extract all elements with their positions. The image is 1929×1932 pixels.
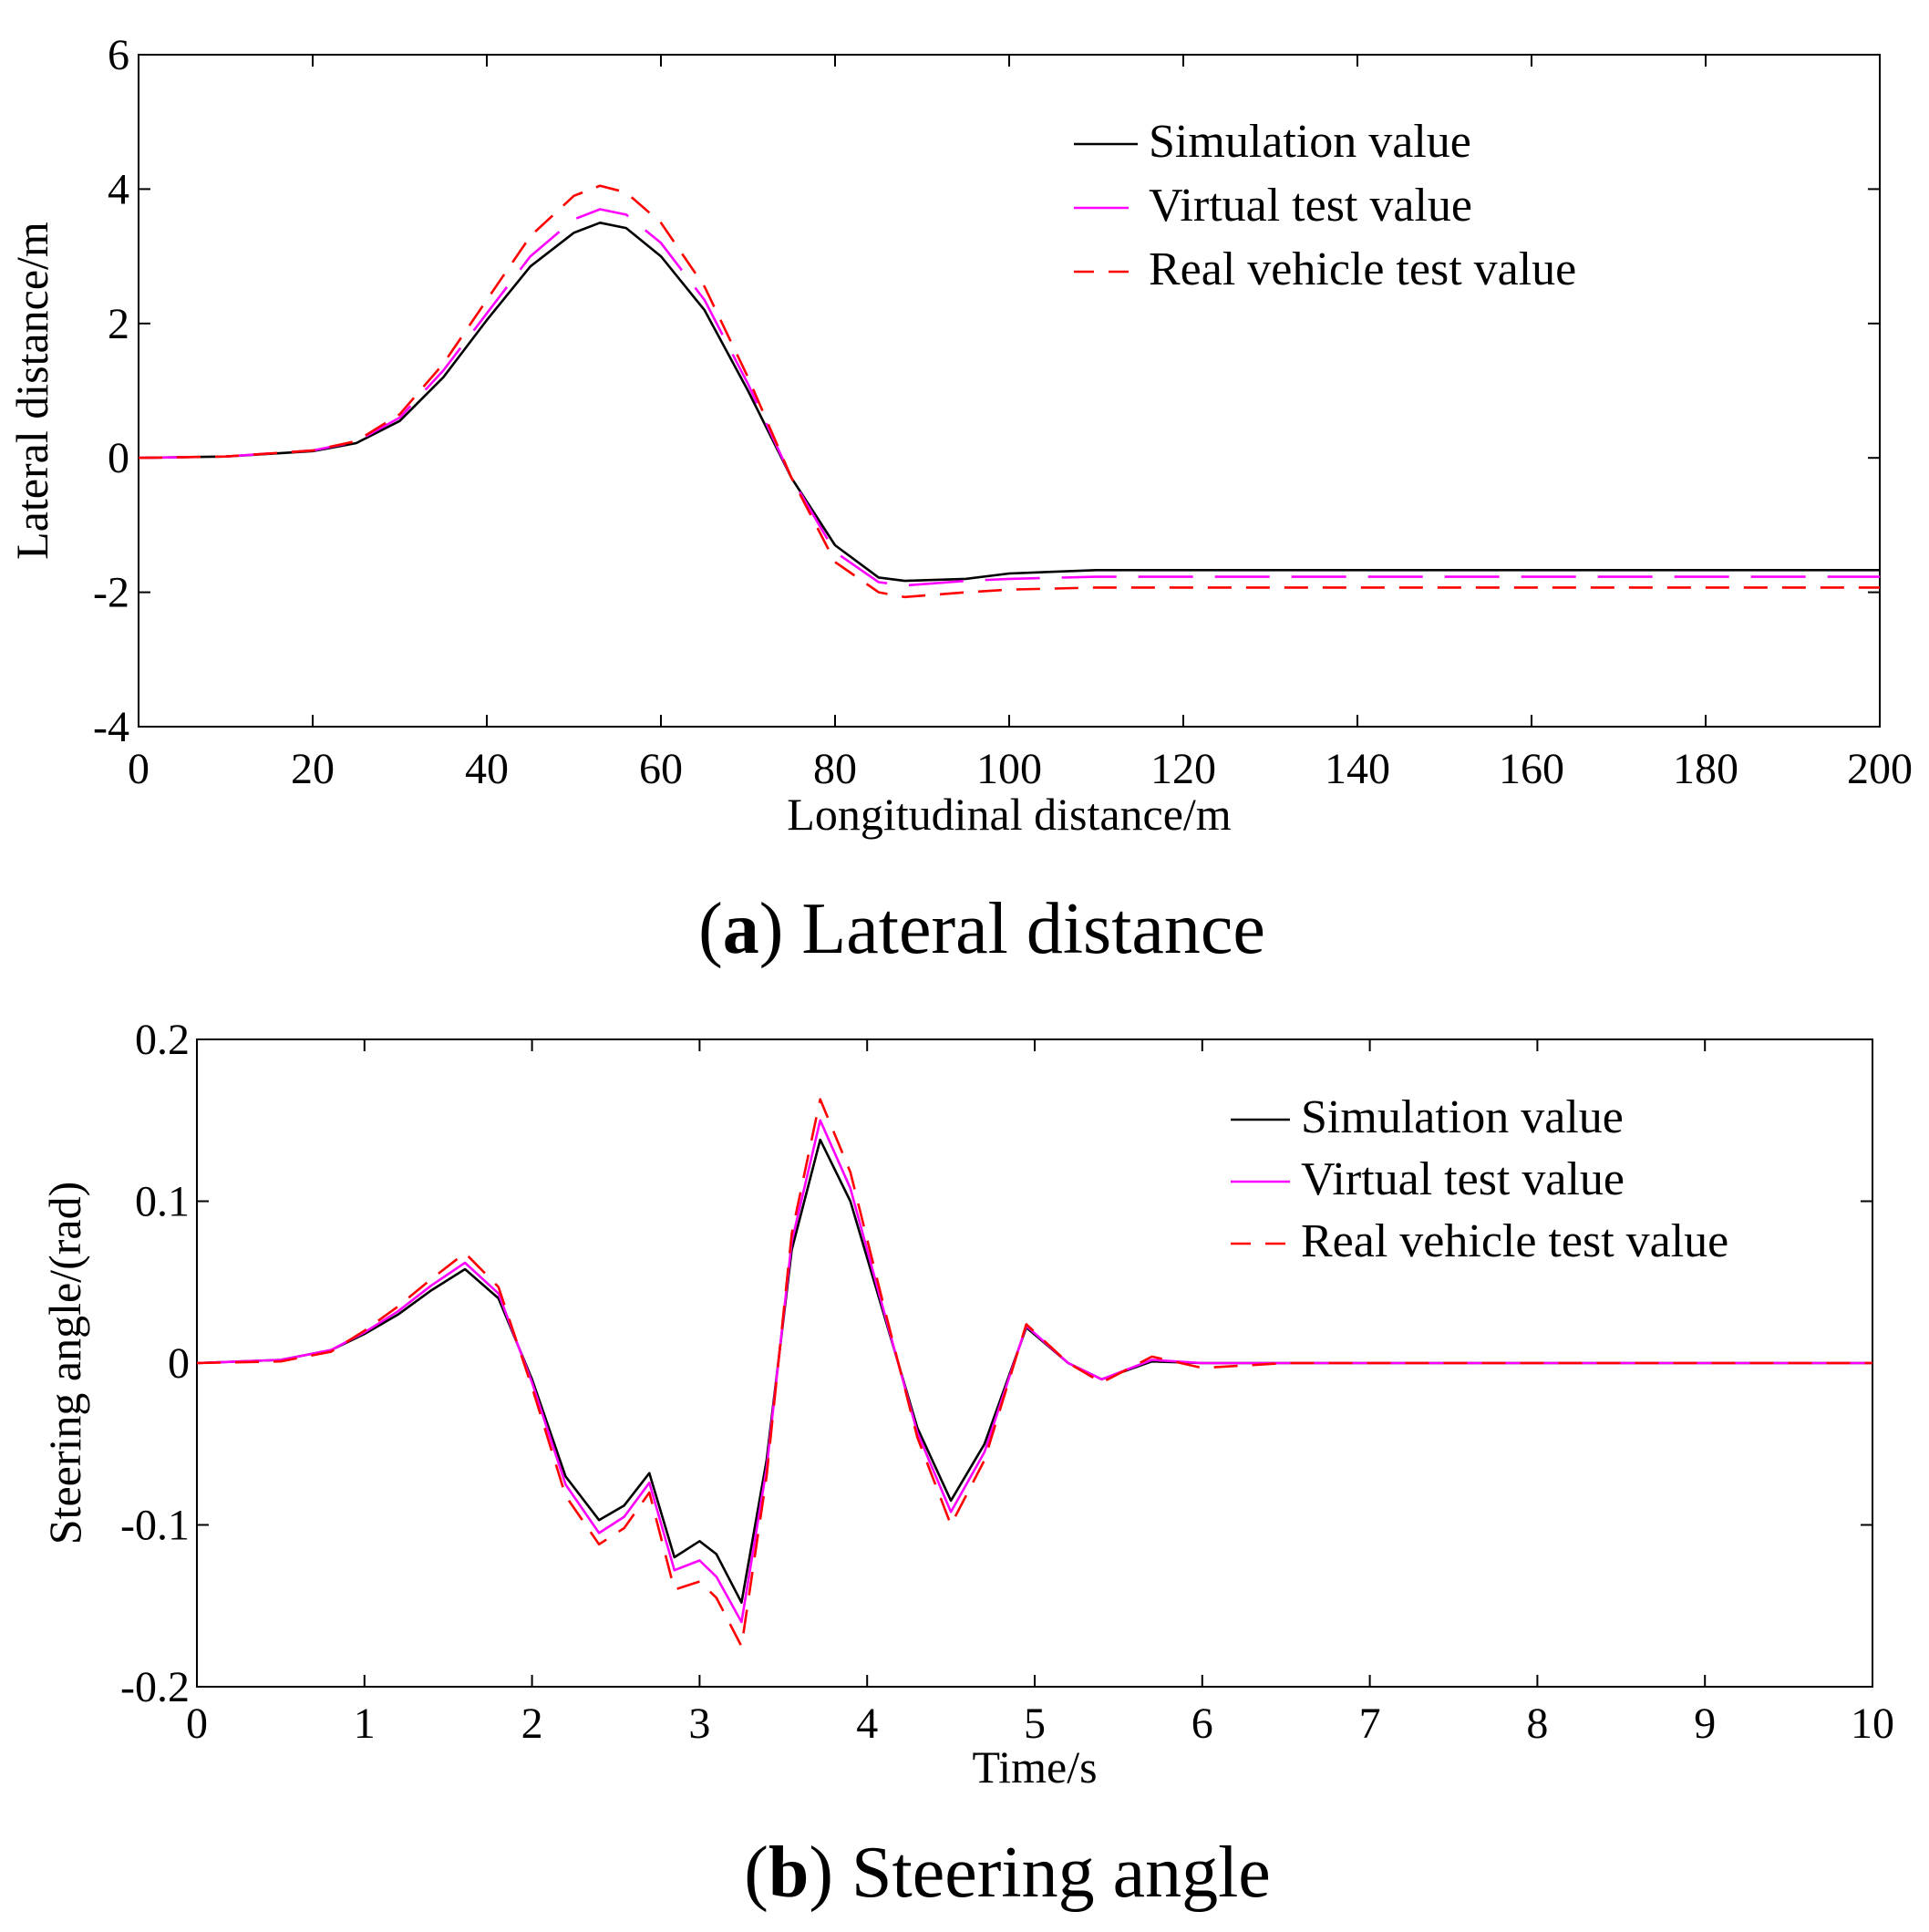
x-tick-label: 5 xyxy=(1024,1700,1046,1748)
x-tick-label: 7 xyxy=(1359,1700,1381,1748)
x-tick-label: 6 xyxy=(1191,1700,1213,1748)
x-tick-label: 40 xyxy=(465,745,509,793)
x-axis-label: Longitudinal distance/m xyxy=(787,789,1232,840)
y-tick-label: -0.1 xyxy=(120,1502,190,1550)
x-tick-label: 160 xyxy=(1499,745,1564,793)
series-line-1 xyxy=(196,1138,1872,1604)
legend-label-3: Real vehicle test value xyxy=(1301,1215,1728,1267)
x-tick-label: 200 xyxy=(1847,745,1913,793)
x-tick-label: 100 xyxy=(976,745,1042,793)
panel-lateral-distance: 0 20 40 60 80 100 120 140 160 180 200 -4 -2 0 2 4 6 Longi… xyxy=(6,31,1913,969)
legend-label-1: Simulation value xyxy=(1149,116,1471,168)
x-tick-label: 80 xyxy=(813,745,857,793)
x-tick-label: 60 xyxy=(639,745,683,793)
series-line-1 xyxy=(138,222,1880,583)
x-tick-label: 8 xyxy=(1526,1700,1548,1748)
x-tick-label: 9 xyxy=(1694,1700,1716,1748)
y-tick-label: 4 xyxy=(108,165,129,213)
x-tick-label: 2 xyxy=(521,1700,543,1748)
y-tick-label: -0.2 xyxy=(120,1663,190,1711)
y-tick-label: 0.2 xyxy=(135,1016,190,1064)
y-tick-label: -4 xyxy=(93,703,129,751)
plot-frame xyxy=(138,54,1881,728)
x-tick-label: 20 xyxy=(291,745,335,793)
y-tick-label: 2 xyxy=(108,300,129,348)
y-tick-label: 0.1 xyxy=(135,1178,190,1226)
x-tick-label: 10 xyxy=(1851,1700,1894,1748)
legend-label-2: Virtual test value xyxy=(1149,180,1472,232)
legend-label-1: Simulation value xyxy=(1301,1091,1624,1143)
x-tick-label: 140 xyxy=(1325,745,1390,793)
panel-caption: (b) Steering angle xyxy=(744,1833,1271,1913)
series-line-3 xyxy=(138,184,1880,599)
x-tick-label: 1 xyxy=(354,1700,376,1748)
y-tick-label: 0 xyxy=(168,1339,190,1388)
x-tick-label: 0 xyxy=(128,745,150,793)
x-tick-label: 4 xyxy=(856,1700,878,1748)
x-tick-label: 180 xyxy=(1673,745,1738,793)
legend-label-2: Virtual test value xyxy=(1301,1153,1625,1205)
y-axis-label: Steering angle/(rad) xyxy=(39,1182,90,1545)
panel-steering-angle: 0 1 2 3 4 5 6 7 8 9 10 -0.2 -0.1 0 0.1 0.2 Time/s Steerin… xyxy=(39,1016,1894,1913)
y-tick-label: 6 xyxy=(108,31,129,79)
series-line-3 xyxy=(196,1098,1872,1648)
legend-label-3: Real vehicle test value xyxy=(1149,243,1576,295)
x-tick-label: 3 xyxy=(688,1700,710,1748)
y-tick-label: 0 xyxy=(108,434,129,482)
x-axis-label: Time/s xyxy=(972,1741,1097,1793)
x-tick-label: 0 xyxy=(186,1700,208,1748)
y-tick-label: -2 xyxy=(93,569,129,617)
x-tick-label: 120 xyxy=(1150,745,1216,793)
y-axis-label: Lateral distance/m xyxy=(6,222,57,560)
panel-caption: (a) Lateral distance xyxy=(698,889,1265,969)
series-line-2 xyxy=(138,208,1880,587)
